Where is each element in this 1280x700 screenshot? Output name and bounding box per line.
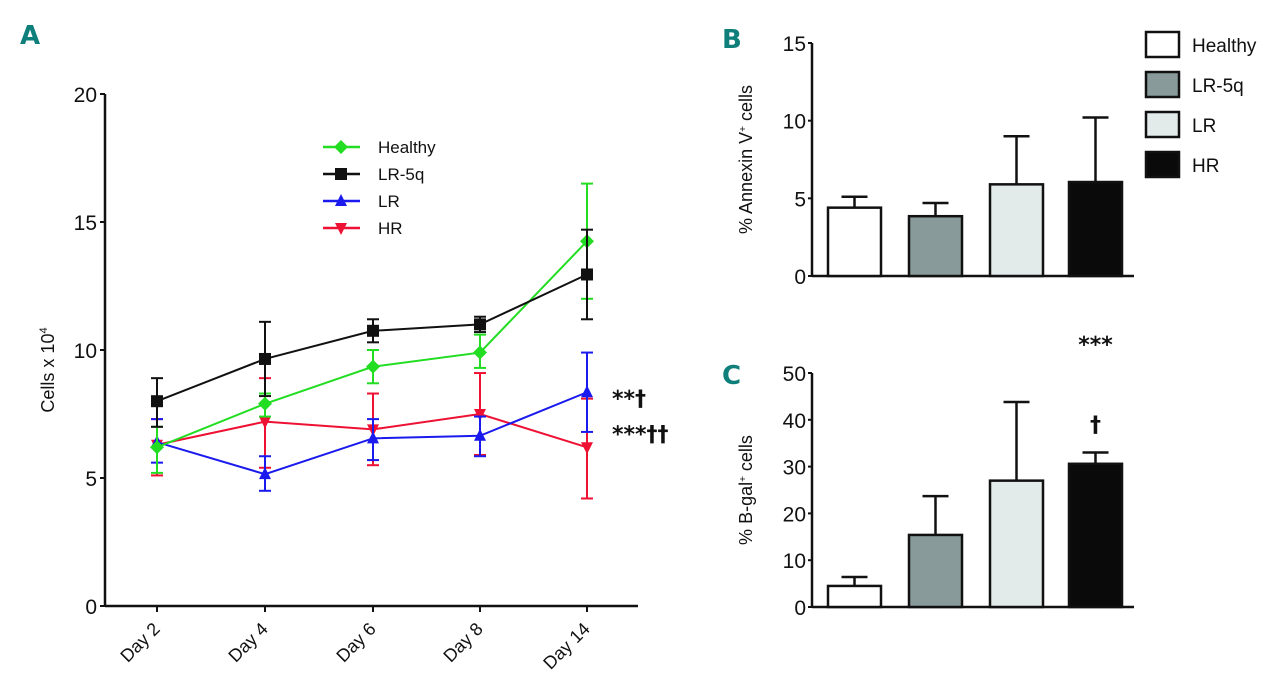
bar-healthy <box>826 584 883 609</box>
data-point <box>259 352 271 365</box>
bar-healthy <box>826 206 883 278</box>
legend-swatch <box>1144 30 1181 59</box>
legend-marker <box>335 194 347 206</box>
y-tick-label: 10 <box>74 340 97 363</box>
y-tick-label: 15 <box>74 212 97 235</box>
significance-dagger-hr: † <box>1090 413 1101 438</box>
legend-marker <box>335 223 347 235</box>
legend-label: HR <box>378 219 403 238</box>
data-point <box>366 359 380 374</box>
data-point <box>367 324 379 337</box>
data-point <box>581 385 593 398</box>
y-axis-label: % B-gal+ cells <box>736 435 756 545</box>
y-tick-label: 0 <box>794 266 806 289</box>
bar-lr <box>988 183 1045 278</box>
y-tick-label: 5 <box>85 468 97 491</box>
series-lr-5q <box>151 228 593 428</box>
panel-a-line-chart: 0 5 10 15 20 Day 2 Day 4 Day 6 Day 8 Day 14 Cells … <box>38 84 669 673</box>
y-tick-label: 15 <box>783 33 806 56</box>
data-point <box>151 395 163 408</box>
x-tick-label: Day 4 <box>224 619 271 666</box>
significance-annotation-lr: **† <box>612 387 646 412</box>
y-tick-label: 40 <box>783 410 806 433</box>
data-point <box>474 318 486 331</box>
significance-annotation-hr: ***†† <box>612 422 669 447</box>
legend-swatch <box>1144 110 1181 139</box>
y-tick-label: 20 <box>783 503 806 526</box>
legend-marker <box>335 168 347 180</box>
panel-c-bar-chart: 0 10 20 30 40 50 % B-gal+ cells *** † <box>736 333 1134 620</box>
line-legend: Healthy LR-5q LR HR <box>323 138 436 238</box>
legend-label: LR <box>378 192 400 211</box>
y-tick-label: 0 <box>85 596 97 619</box>
legend-label: LR-5q <box>1192 76 1244 97</box>
x-tick-label: Day 2 <box>116 619 163 666</box>
legend-marker <box>334 140 348 154</box>
legend-label: LR-5q <box>378 165 424 184</box>
bar-lr-5q <box>907 214 964 278</box>
bar-hr <box>1067 180 1124 278</box>
legend-label: HR <box>1192 156 1219 177</box>
y-tick-label: 50 <box>783 363 806 386</box>
data-point <box>259 416 271 429</box>
y-tick-label: 0 <box>794 597 806 620</box>
y-tick-label: 10 <box>783 550 806 573</box>
y-axis-label: Cells x 104 <box>38 327 58 412</box>
significance-stars-hr: *** <box>1078 333 1113 358</box>
x-tick-label: Day 14 <box>539 619 593 673</box>
data-point <box>581 442 593 455</box>
bar-lr <box>988 479 1045 609</box>
y-axis-label: % Annexin V+ cells <box>736 85 756 234</box>
x-tick-label: Day 8 <box>439 619 486 666</box>
legend-swatch <box>1144 150 1181 179</box>
x-tick-label: Day 6 <box>332 619 379 666</box>
data-point <box>474 428 486 441</box>
panel-a-letter: A <box>20 21 40 51</box>
bar-hr <box>1067 462 1124 609</box>
legend-label: LR <box>1192 116 1216 137</box>
bar-lr-5q <box>907 533 964 609</box>
legend-label: Healthy <box>1192 36 1257 57</box>
y-tick-label: 5 <box>794 188 806 211</box>
data-point <box>367 431 379 444</box>
data-point <box>150 440 164 455</box>
legend-label: Healthy <box>378 138 436 157</box>
panel-b-bar-chart: 0 5 10 15 % Annexin V+ cells <box>736 33 1134 289</box>
data-point <box>581 268 593 281</box>
data-point <box>474 409 486 421</box>
data-point <box>258 396 272 411</box>
y-tick-label: 30 <box>783 457 806 480</box>
legend-swatch <box>1144 70 1181 99</box>
panel-b-letter: B <box>722 25 742 55</box>
bar-legend: Healthy LR-5q LR HR <box>1144 30 1257 179</box>
data-point <box>473 345 487 360</box>
data-point <box>259 467 271 480</box>
y-tick-label: 20 <box>74 84 97 107</box>
panel-c-letter: C <box>722 361 741 391</box>
y-tick-label: 10 <box>783 111 806 134</box>
